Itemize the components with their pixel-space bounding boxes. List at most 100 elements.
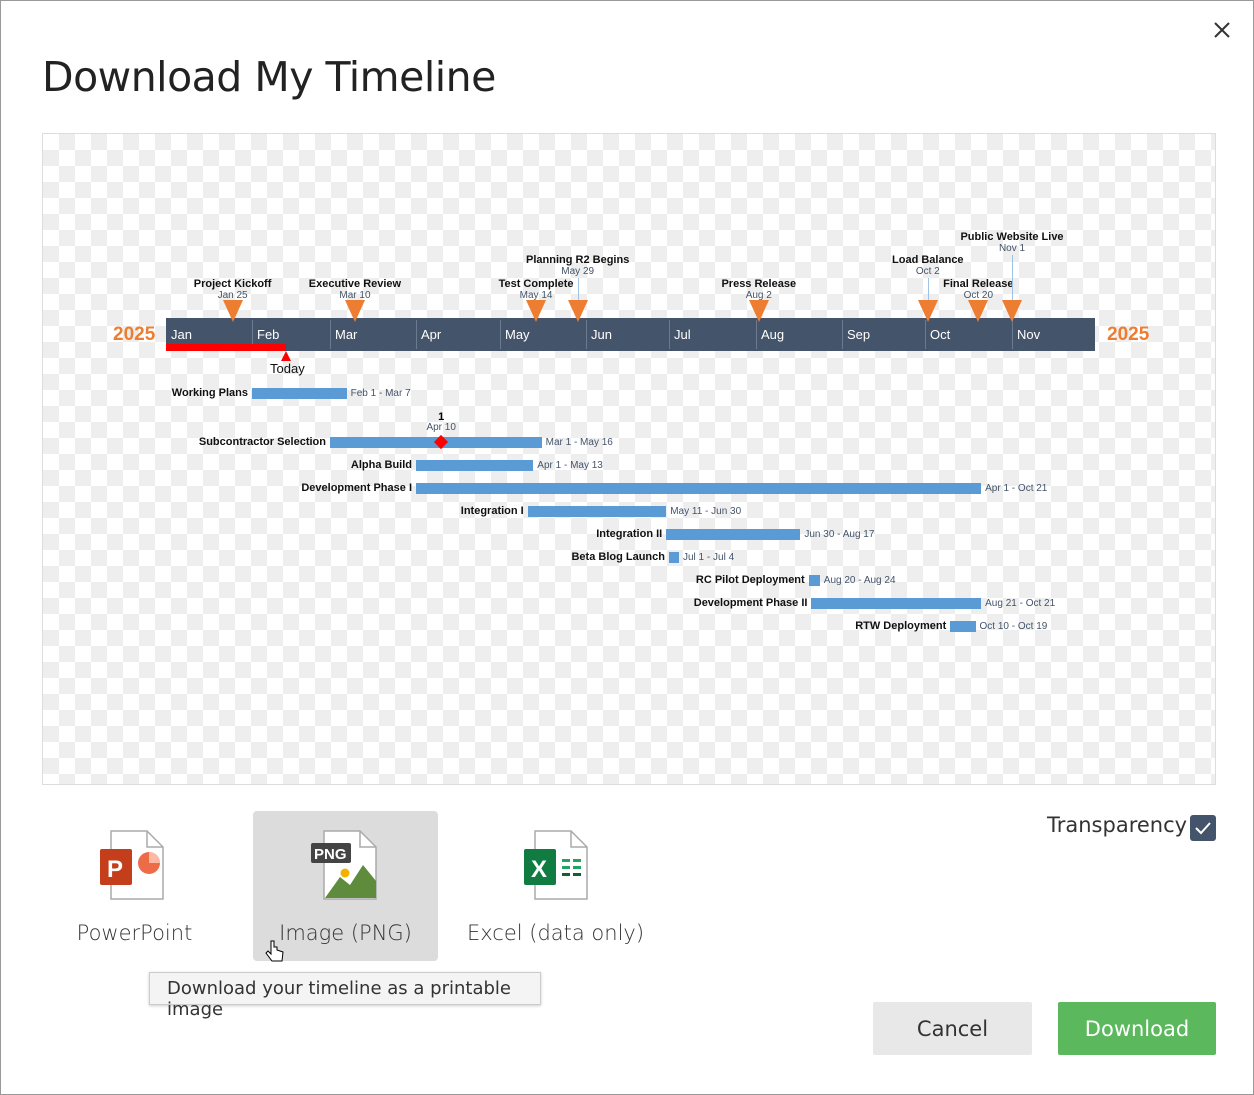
month-separator	[669, 320, 670, 349]
month-label: Oct	[930, 327, 951, 342]
milestone-date: Oct 20	[963, 290, 994, 301]
milestone-date: May 14	[519, 290, 553, 301]
month-label: Jun	[591, 327, 612, 342]
option-png[interactable]: PNG Image (PNG)	[253, 811, 438, 961]
png-file-icon: PNG	[311, 830, 377, 900]
milestone-name: Planning R2 Begins	[526, 254, 630, 266]
month-label: Apr	[421, 327, 442, 342]
today-bar	[166, 344, 286, 351]
task-name: RTW Deployment	[855, 620, 947, 632]
task-bar[interactable]	[669, 552, 679, 563]
hand-cursor-icon	[265, 940, 284, 962]
task-bar[interactable]	[811, 598, 982, 609]
task-marker-label: 1	[438, 411, 445, 423]
svg-text:P: P	[107, 856, 123, 883]
task-marker-date: Apr 10	[426, 422, 456, 433]
year-label-left: 2025	[113, 324, 156, 345]
month-label: Aug	[761, 327, 785, 342]
task-bar[interactable]	[666, 529, 801, 540]
milestone-marker[interactable]	[917, 300, 938, 322]
task-date-range: Mar 1 - May 16	[545, 437, 613, 448]
month-separator	[416, 320, 417, 349]
task-bar[interactable]	[950, 621, 976, 632]
task-bar[interactable]	[416, 460, 534, 471]
timeline-preview: 2025 2025 Jan Feb Mar Apr May Jun Jul Aug Sep Oct…	[42, 133, 1216, 785]
task-name: Development Phase I	[301, 482, 412, 494]
task-name: Working Plans	[171, 387, 248, 399]
milestone-marker[interactable]	[526, 300, 547, 322]
month-separator	[842, 320, 843, 349]
task-name: Subcontractor Selection	[198, 436, 326, 448]
milestone-stem	[577, 278, 579, 302]
close-button[interactable]	[1209, 17, 1237, 45]
task-date-range: Aug 20 - Aug 24	[823, 575, 896, 586]
task-name: Alpha Build	[350, 459, 412, 471]
month-separator	[500, 320, 501, 349]
task-date-range: Aug 21 - Oct 21	[985, 598, 1056, 609]
milestone-name: Public Website Live	[960, 231, 1064, 243]
task-date-range: Oct 10 - Oct 19	[979, 621, 1048, 632]
tooltip: Download your timeline as a printable im…	[149, 972, 541, 1020]
milestone-date: Oct 2	[915, 266, 940, 277]
task-date-range: Feb 1 - Mar 7	[350, 388, 411, 399]
milestone-marker[interactable]	[1002, 300, 1022, 322]
month-label: Jan	[171, 327, 192, 342]
option-label: Image (PNG)	[279, 921, 412, 945]
month-label: Mar	[335, 327, 358, 342]
transparency-label: Transparency	[1047, 813, 1188, 837]
option-label: Excel (data only)	[466, 921, 645, 945]
task-date-range: Jun 30 - Aug 17	[804, 529, 875, 540]
task-name: Integration II	[596, 528, 663, 540]
milestone-marker[interactable]	[344, 300, 365, 322]
month-label: May	[505, 327, 530, 342]
dialog-title: Download My Timeline	[42, 53, 496, 101]
task-bar[interactable]	[808, 575, 820, 586]
milestone-marker[interactable]	[968, 300, 989, 322]
task-date-range: Jul 1 - Jul 4	[683, 552, 735, 563]
task-name: Integration I	[460, 505, 524, 517]
month-separator	[1012, 320, 1013, 349]
milestone-marker[interactable]	[567, 300, 588, 322]
month-separator	[756, 320, 757, 349]
milestone-marker[interactable]	[748, 300, 769, 322]
timeline-axis	[166, 318, 1095, 351]
month-separator	[330, 320, 331, 349]
task-name: Development Phase II	[693, 597, 808, 609]
option-excel[interactable]: X Excel (data only)	[463, 811, 648, 961]
task-bar[interactable]	[252, 388, 347, 399]
transparency-checkbox[interactable]	[1190, 815, 1216, 841]
milestone-stem	[927, 278, 929, 302]
month-separator	[925, 320, 926, 349]
month-label: Sep	[847, 327, 871, 342]
task-date-range: Apr 1 - May 13	[537, 460, 603, 471]
task-name: RC Pilot Deployment	[695, 574, 805, 586]
task-date-range: May 11 - Jun 30	[670, 506, 742, 517]
milestone-date: Nov 1	[998, 243, 1026, 254]
option-label: PowerPoint	[76, 921, 193, 945]
milestone-date: Aug 2	[745, 290, 772, 301]
month-label: Nov	[1017, 327, 1041, 342]
today-label: Today	[270, 361, 305, 376]
png-badge: PNG	[314, 846, 347, 863]
milestone-date: May 29	[561, 266, 595, 277]
option-powerpoint[interactable]: P PowerPoint	[42, 811, 227, 961]
milestone-stem	[1012, 255, 1013, 302]
today-marker	[281, 351, 291, 361]
month-label: Jul	[674, 327, 691, 342]
task-bar[interactable]	[416, 483, 982, 494]
milestone-name: Project Kickoff	[193, 278, 272, 290]
download-button[interactable]: Download	[1058, 1002, 1216, 1055]
milestone-name: Final Release	[943, 278, 1014, 290]
year-label-right: 2025	[1107, 324, 1150, 345]
milestone-name: Test Complete	[498, 278, 574, 290]
task-bar[interactable]	[527, 506, 667, 517]
milestone-name: Press Release	[721, 278, 797, 290]
svg-text:X: X	[531, 856, 547, 883]
excel-file-icon: X	[524, 830, 588, 900]
milestone-name: Executive Review	[308, 278, 402, 290]
task-date-range: Apr 1 - Oct 21	[985, 483, 1048, 494]
cancel-button[interactable]: Cancel	[873, 1002, 1032, 1055]
checkmark-icon	[1195, 822, 1211, 835]
milestone-marker[interactable]	[222, 300, 243, 322]
